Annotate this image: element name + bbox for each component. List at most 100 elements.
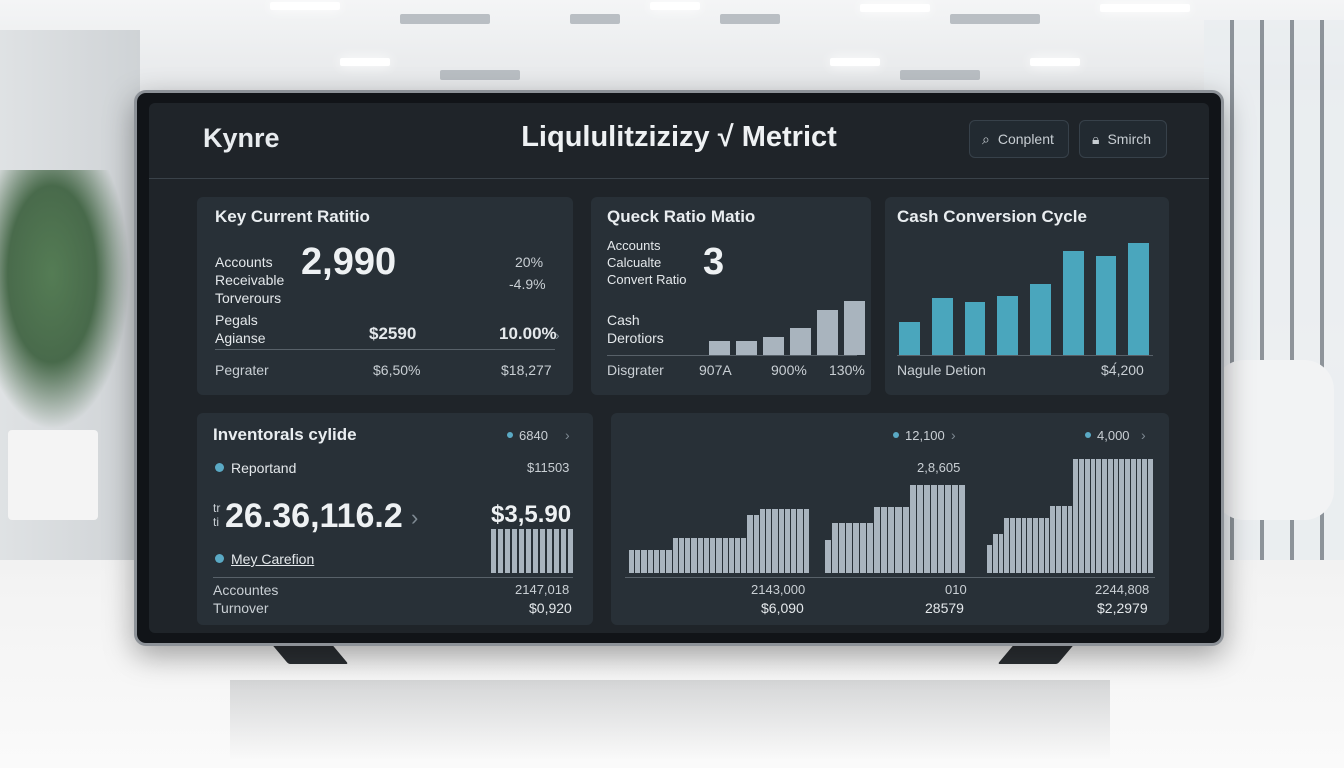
top-value: 6840 <box>519 428 548 443</box>
chart-bar <box>697 538 703 573</box>
chart-bar <box>931 298 953 355</box>
chart-bar <box>1084 459 1090 573</box>
chart-bar <box>1050 506 1055 573</box>
chart-bar <box>1079 459 1084 573</box>
metric-label: Accounts Receivable Torverours <box>215 253 284 307</box>
chevron-right-icon[interactable]: › <box>1141 427 1146 443</box>
ceiling-light <box>830 58 880 66</box>
chart-bar <box>930 485 937 573</box>
quick-ratio-card[interactable]: Queck Ratio Matio Accounts Calcualte Con… <box>591 197 871 395</box>
conplent-button[interactable]: ⌕ Conplent <box>969 120 1069 158</box>
chart-bar <box>753 515 759 573</box>
divider <box>607 355 857 356</box>
monitor-reflection <box>230 680 1110 760</box>
cash-conversion-card[interactable]: Cash Conversion Cycle Nagule Detion $4́,… <box>885 197 1169 395</box>
chart-bar <box>844 301 865 355</box>
chart-bar <box>997 296 1018 355</box>
chart-bar <box>860 523 867 573</box>
label-line: Accounts <box>607 238 661 253</box>
label-line: Calcualte <box>607 255 662 270</box>
label-line: Turnover <box>213 600 269 616</box>
smirch-button[interactable]: 🔒︎ Smirch <box>1079 120 1167 158</box>
footer-value: $4́,200 <box>1101 362 1144 378</box>
chart1-footer: $6,090 <box>761 600 804 616</box>
pct-change-bottom: -4.9% <box>509 276 546 292</box>
chart-bar <box>629 550 635 573</box>
label-line: Accounts <box>215 254 273 270</box>
chart-bar <box>1090 459 1096 573</box>
chart-bar <box>964 302 986 355</box>
chart-bar <box>853 523 860 573</box>
chart-bar <box>1142 459 1147 573</box>
ceiling-light <box>1030 58 1080 66</box>
prefix-line: ti <box>213 515 219 529</box>
footer-label: Nagule Detion <box>897 362 986 378</box>
chevron-right-icon[interactable]: › <box>411 505 419 530</box>
chart-bar <box>888 507 895 573</box>
lock-icon: 🔒︎ <box>1092 130 1100 147</box>
chart-bar <box>895 507 902 573</box>
chart-bar <box>653 550 660 573</box>
chart2-legend: 12,100 <box>905 428 945 443</box>
item1-value: $11503 <box>527 460 570 475</box>
chart-bar <box>672 538 678 573</box>
chevron-right-icon[interactable]: › <box>555 327 560 343</box>
chart-bar <box>825 540 832 573</box>
right-value: $3,5.90 <box>491 501 572 528</box>
ceiling-vent <box>720 14 780 24</box>
dashboard-screen: Kynre Liqululitzizizy √ Metrict ⌕ Conple… <box>149 103 1209 633</box>
chart-bar <box>909 485 916 573</box>
chevron-right-icon[interactable]: › <box>565 427 570 443</box>
chart1-bar-chart <box>629 509 809 573</box>
bottom-label: Accountes Turnover <box>213 581 278 617</box>
chart-bar <box>790 328 811 355</box>
conplent-button-label: Conplent <box>997 131 1054 147</box>
chart-bar <box>666 550 672 573</box>
chart-bar <box>1061 506 1067 573</box>
chart-bar <box>1030 284 1051 355</box>
chart-bar <box>491 529 496 573</box>
chart-bar <box>1056 506 1061 573</box>
chart3-footer: 2244,808 <box>1095 582 1150 597</box>
chart-bar <box>1062 251 1084 355</box>
chart-bar <box>533 529 538 573</box>
ceiling-light <box>340 58 390 66</box>
chart-bar <box>846 523 853 573</box>
chart-bar <box>505 529 510 573</box>
bar-charts-card[interactable]: 12,100 › 4,000 › 2,8,605 2143,000 $6,090… <box>611 413 1169 625</box>
chart-bar <box>734 538 741 573</box>
legend-dot <box>215 463 224 472</box>
chart-bar <box>923 485 930 573</box>
chart-bar <box>803 509 809 573</box>
baseline <box>625 577 1155 578</box>
item1-label: Reportand <box>231 460 297 476</box>
chart-bar <box>881 507 888 573</box>
chevron-right-icon[interactable]: › <box>951 427 956 443</box>
chart-bar <box>540 529 545 573</box>
legend-dot <box>215 554 224 563</box>
chart-bar <box>526 529 531 573</box>
card-title: Queck Ratio Matio <box>607 207 756 226</box>
label-line: Cash <box>607 312 640 328</box>
inventory-bar-chart <box>491 529 573 573</box>
label-line: Receivable <box>215 272 285 288</box>
ceiling-vent <box>440 70 520 80</box>
chart2-above-value: 2,8,605 <box>917 460 961 475</box>
chart-bar <box>554 529 559 573</box>
chart-bar <box>1125 459 1130 573</box>
chart-bar <box>635 550 641 573</box>
quick-ratio-value: 3 <box>703 241 725 283</box>
chart-bar <box>1136 459 1142 573</box>
chart-bar <box>660 550 666 573</box>
item2-link[interactable]: Mey Carefion <box>231 551 315 567</box>
chart-bar <box>791 509 797 573</box>
chart-bar <box>741 538 747 573</box>
plant-pot <box>8 430 98 520</box>
chart-bar <box>916 485 923 573</box>
chart-bar <box>998 534 1004 573</box>
ceiling-light <box>1100 4 1190 12</box>
inventory-cycle-card[interactable]: Inventorals cylide 6840 › Reportand $115… <box>197 413 593 625</box>
chart-bar <box>728 538 734 573</box>
current-ratio-card[interactable]: Key Current Ratitio Accounts Receivable … <box>197 197 573 395</box>
page-title: Liqululitzizizy √ Metrict <box>521 121 837 153</box>
